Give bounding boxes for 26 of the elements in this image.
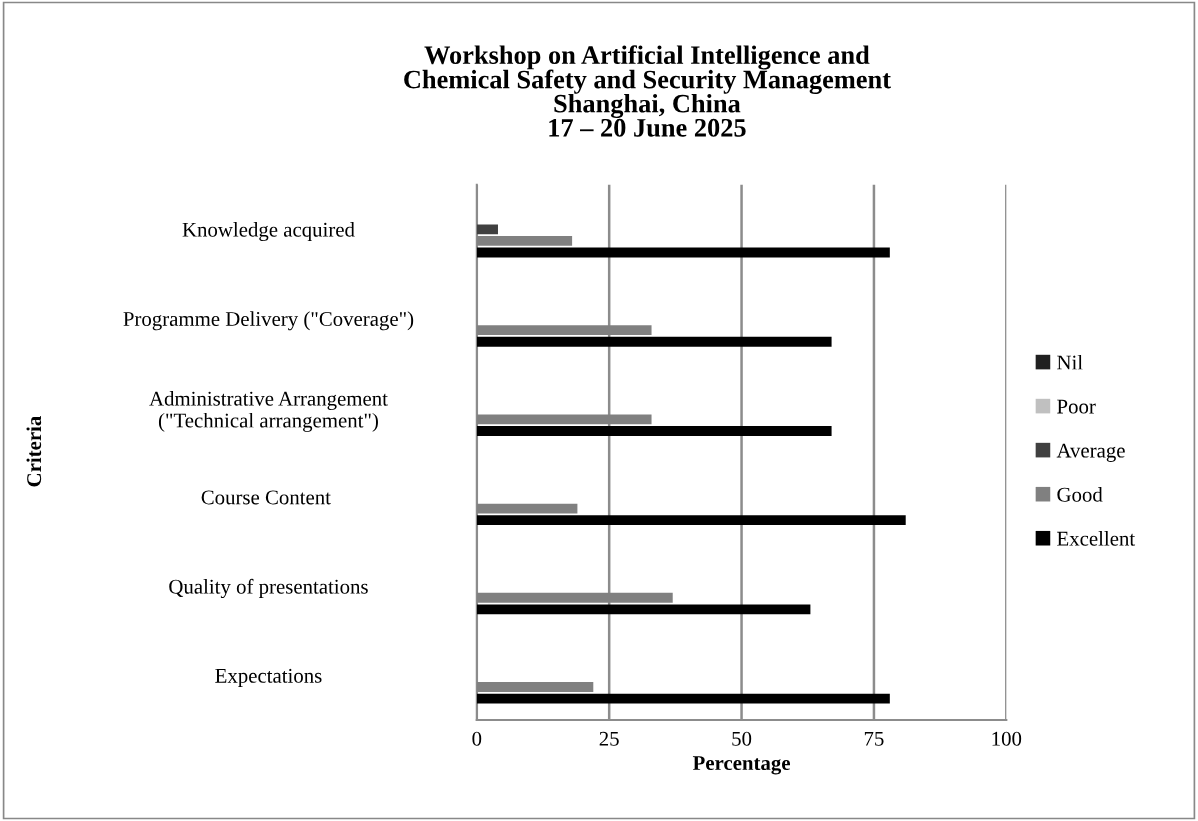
legend-label: Good	[1057, 487, 1103, 502]
y-axis-title: Criteria	[26, 416, 42, 487]
bar	[476, 336, 832, 347]
legend-label: Average	[1056, 443, 1125, 462]
legend-label: Excellent	[1057, 531, 1136, 546]
y-tick-label: Quality of presentations	[169, 578, 368, 599]
x-axis-title: Percentage	[692, 756, 790, 775]
y-tick-label: Expectations	[215, 668, 322, 688]
y-tick-label: Programme Delivery ("Coverage")	[123, 311, 414, 331]
y-tick-label: Course Content	[201, 490, 331, 505]
x-tick-label: 0	[472, 731, 482, 746]
bar	[476, 693, 890, 704]
x-tick-label: 50	[732, 731, 752, 746]
x-tick-label: 25	[599, 731, 619, 746]
x-tick-label: 100	[992, 731, 1022, 746]
bar	[476, 426, 832, 436]
bar	[476, 247, 890, 258]
bar	[476, 604, 811, 615]
x-tick-label: 75	[864, 731, 884, 746]
bar	[476, 224, 498, 235]
y-tick-label: Knowledge acquired	[182, 222, 355, 242]
bar	[476, 515, 906, 526]
chart-title: Workshop on Artificial Intelligence and Chemical Safety and Security Management Shanghai, China 17 – 20 June 2025	[404, 45, 891, 137]
legend-label: Poor	[1057, 399, 1096, 414]
legend-label: Nil	[1057, 354, 1083, 370]
y-tick-label: Administrative Arrangement ("Technical arrangement")	[149, 391, 388, 432]
